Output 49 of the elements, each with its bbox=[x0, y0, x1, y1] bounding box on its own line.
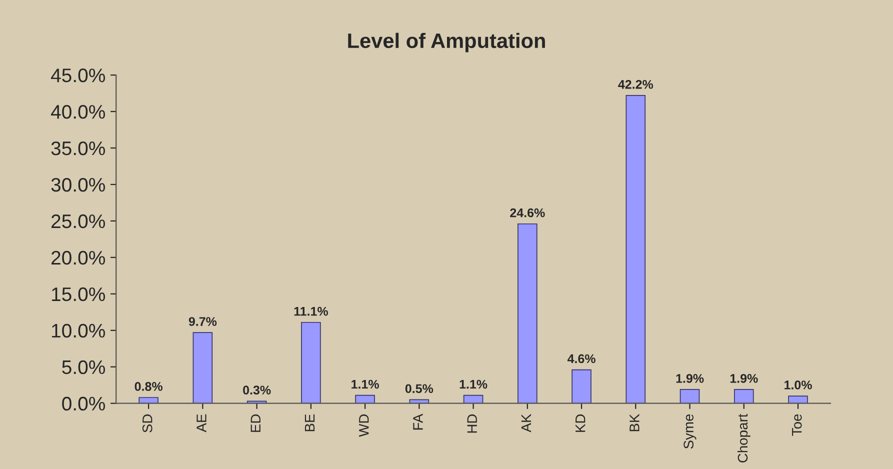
data-label: 1.0% bbox=[784, 380, 812, 390]
y-tick-label: 10.0% bbox=[52, 324, 105, 338]
y-tick-label: 40.0% bbox=[50, 104, 105, 119]
y-tick-label: 20.0% bbox=[52, 250, 105, 265]
x-tick-label: BE bbox=[304, 414, 315, 432]
bar bbox=[734, 389, 754, 404]
x-tick-label: Syme bbox=[684, 414, 696, 449]
data-label: 0.5% bbox=[405, 384, 434, 394]
data-label: 1.9% bbox=[730, 374, 758, 383]
data-label: 9.7% bbox=[188, 317, 217, 326]
bar bbox=[788, 396, 808, 404]
bar bbox=[138, 397, 158, 404]
y-tick-label: 45.0% bbox=[50, 68, 105, 82]
data-label: 1.1% bbox=[352, 380, 379, 389]
bar bbox=[301, 322, 321, 404]
y-tick-label: 0.0% bbox=[62, 396, 105, 411]
x-tick-label: FA bbox=[413, 414, 423, 430]
data-label: 42.2% bbox=[618, 80, 654, 89]
chart-title: Level of Amputation bbox=[348, 32, 545, 52]
data-label: 1.1% bbox=[460, 380, 488, 389]
bar bbox=[572, 369, 592, 404]
y-tick-label: 25.0% bbox=[52, 214, 105, 228]
x-tick-label: ED bbox=[250, 414, 260, 432]
y-tick-label: 15.0% bbox=[52, 287, 105, 302]
x-tick-label: BK bbox=[630, 414, 640, 432]
x-tick-label: SD bbox=[142, 414, 152, 432]
y-tick-label: 5.0% bbox=[62, 360, 105, 374]
data-label: 11.1% bbox=[294, 306, 328, 316]
x-tick-label: AE bbox=[196, 414, 206, 432]
bar bbox=[355, 394, 375, 404]
bar bbox=[626, 95, 646, 404]
x-tick-label: WD bbox=[359, 414, 369, 437]
bar bbox=[192, 332, 213, 404]
data-label: 1.9% bbox=[676, 374, 704, 383]
y-tick-label: 35.0% bbox=[51, 141, 105, 156]
x-tick-label: Chopart bbox=[737, 414, 750, 462]
y-tick-label: 30.0% bbox=[51, 178, 105, 192]
data-label: 24.6% bbox=[510, 208, 545, 218]
x-tick-label: AK bbox=[521, 414, 532, 432]
x-tick-label: HD bbox=[467, 414, 477, 433]
data-label: 4.6% bbox=[567, 354, 596, 364]
data-label: 0.8% bbox=[134, 382, 162, 391]
x-tick-label: Toe bbox=[792, 414, 802, 436]
bar bbox=[518, 223, 538, 404]
bar bbox=[246, 400, 267, 404]
data-label: 0.3% bbox=[243, 386, 271, 395]
bar bbox=[463, 394, 484, 404]
bar bbox=[680, 389, 700, 404]
x-tick-label: KD bbox=[576, 414, 586, 432]
